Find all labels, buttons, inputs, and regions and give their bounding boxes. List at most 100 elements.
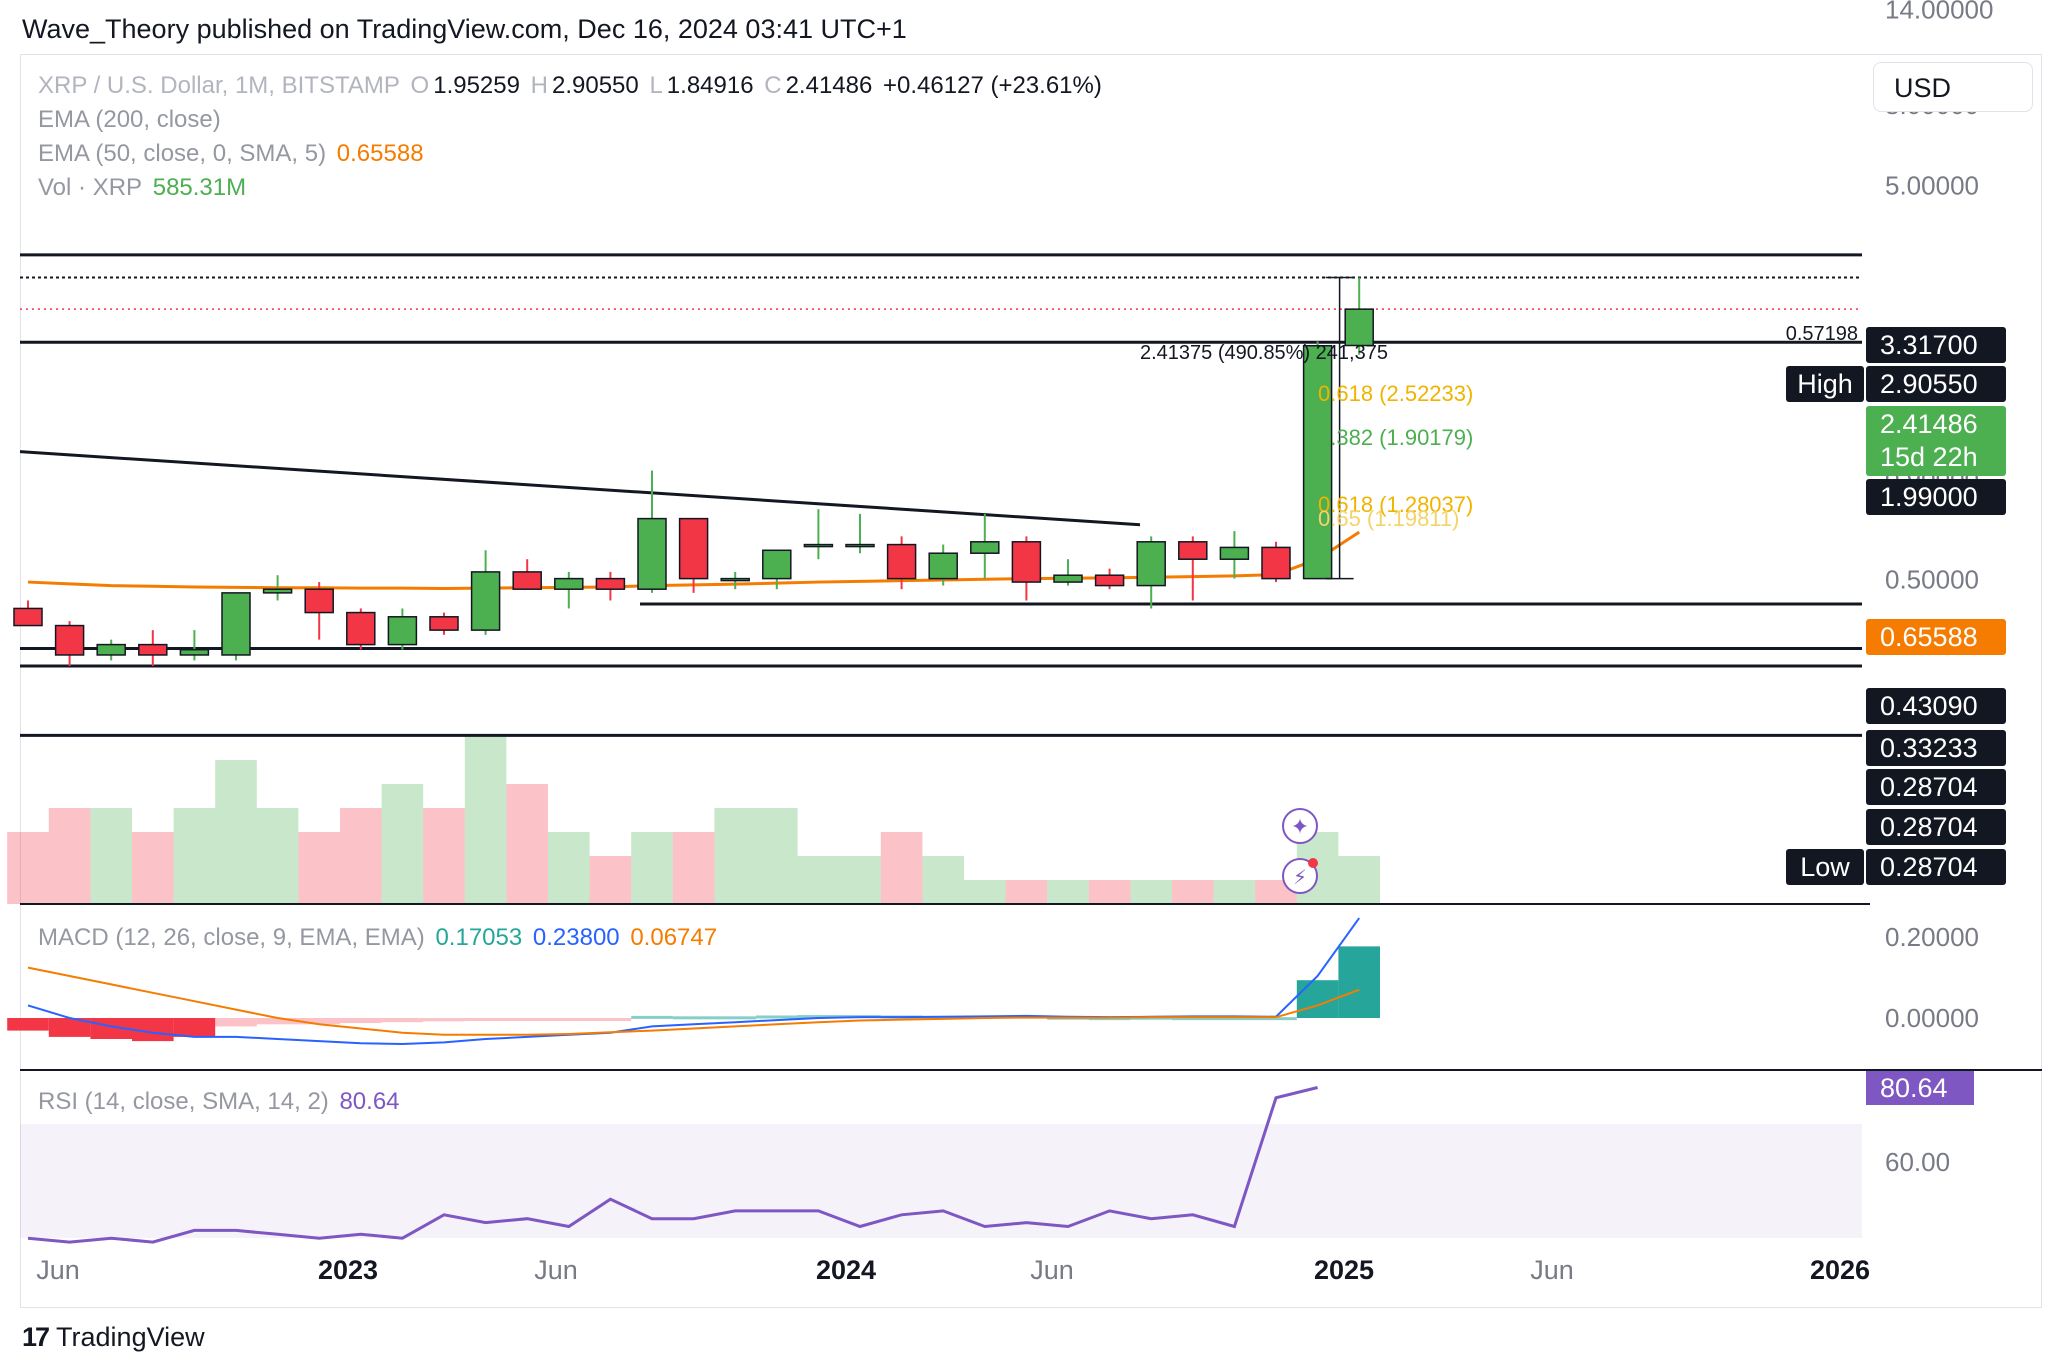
price-label[interactable]: 1.99000	[1866, 479, 2006, 515]
volume-bar	[132, 832, 174, 904]
candle-body	[803, 543, 834, 548]
volume-bar	[340, 808, 382, 904]
candle-body	[720, 577, 750, 582]
price-label[interactable]: 0.43090	[1866, 688, 2006, 724]
macd-histogram-bar	[90, 1018, 132, 1039]
volume-bar	[922, 856, 964, 904]
price-label-value: 2.41486	[1880, 409, 1978, 439]
rsi-legend-value: 80.64	[339, 1088, 400, 1115]
macd-label: MACD (12, 26, close, 9, EMA, EMA)	[38, 924, 425, 951]
volume-label: Vol · XRP	[38, 174, 143, 201]
time-axis-tick: 2025	[1314, 1255, 1374, 1285]
candle-body	[13, 607, 43, 627]
macd-signal-line	[27, 966, 1360, 1036]
volume-bar	[464, 736, 507, 904]
macd-histogram-bar	[506, 1018, 548, 1021]
time-axis-tick: Jun	[1030, 1255, 1074, 1285]
macd-histogram-bar	[215, 1018, 257, 1027]
volume-bar	[1130, 880, 1172, 904]
volume-bar	[298, 832, 340, 904]
price-axis-tick: 0.50000	[1885, 565, 1979, 595]
candle-body	[970, 541, 1000, 554]
price-label[interactable]: 0.28704	[1866, 769, 2006, 805]
price-label-tag: High	[1797, 369, 1853, 399]
tradingview-logo-text: TradingView	[56, 1322, 205, 1352]
price-label[interactable]: 0.33233	[1866, 730, 2006, 766]
price-label-box	[1866, 366, 2006, 402]
price-label-value: 0.43090	[1880, 691, 1978, 721]
candle-body	[845, 543, 875, 548]
fib-0382-label: 0.382 (1.90179)	[1318, 425, 1473, 450]
price-label-box	[1866, 619, 2006, 655]
tradingview-logo[interactable]: 17 TradingView	[22, 1322, 205, 1353]
publisher-caption: Wave_Theory published on TradingView.com…	[22, 14, 907, 44]
lightning-icon	[1282, 858, 1318, 894]
price-label-tag-box	[1786, 849, 1864, 885]
macd-histogram-bar	[1338, 946, 1380, 1018]
macd-histogram-bar	[381, 1018, 424, 1023]
price-label-box	[1866, 769, 2006, 805]
candle-body	[470, 571, 501, 631]
volume-bar	[256, 808, 299, 904]
macd-histogram-bar	[1213, 1017, 1256, 1021]
macd-histogram-bar	[1172, 1017, 1214, 1021]
volume-bar	[1172, 880, 1214, 904]
volume-bar	[631, 832, 673, 904]
candle-body	[512, 571, 542, 590]
candle-body	[304, 588, 334, 614]
chart-frame	[20, 54, 2042, 1308]
macd-axis-tick: 0.00000	[1885, 1003, 1979, 1033]
macd-histogram-bar	[672, 1016, 715, 1020]
macd-histogram-bar	[589, 1018, 632, 1021]
volume-bar	[423, 808, 465, 904]
ema50-legend[interactable]: EMA (50, close, 0, SMA, 5) 0.65588	[38, 140, 428, 168]
volume-legend[interactable]: Vol · XRP 585.31M	[38, 174, 250, 202]
candle-body	[1219, 546, 1250, 560]
rsi-legend[interactable]: RSI (14, close, SMA, 14, 2) 80.64	[38, 1088, 404, 1116]
fib-065-label: 0.65 (1.19811)	[1318, 506, 1459, 531]
symbol-label[interactable]: XRP / U.S. Dollar, 1M, BITSTAMP	[38, 72, 400, 99]
candle-body	[762, 549, 792, 580]
candle-body	[554, 577, 584, 590]
time-axis-tick: 2024	[816, 1255, 876, 1285]
rsi-value-box	[1866, 1071, 1974, 1105]
price-label-value: 0.28704	[1880, 852, 1978, 882]
macd-histogram-bar	[423, 1018, 465, 1022]
change-value: +0.46127 (+23.61%)	[883, 72, 1102, 99]
price-label-box	[1866, 327, 2006, 363]
price-label[interactable]: 0.65588	[1866, 619, 2006, 655]
tradingview-logo-icon: 17	[22, 1322, 50, 1352]
time-axis-tick: 2023	[318, 1255, 378, 1285]
ema50-label: EMA (50, close, 0, SMA, 5)	[38, 140, 327, 167]
candle-body	[262, 588, 293, 594]
macd-legend[interactable]: MACD (12, 26, close, 9, EMA, EMA) 0.1705…	[38, 924, 721, 952]
candle-body	[1302, 344, 1333, 580]
time-axis-tick: 2026	[1810, 1255, 1870, 1285]
candle-body	[387, 616, 418, 646]
sparkle-icon	[1282, 808, 1318, 844]
macd-histogram-bar	[756, 1015, 798, 1019]
volume-bar	[173, 808, 216, 904]
macd-histogram-bar	[1088, 1017, 1131, 1021]
ema200-legend[interactable]: EMA (200, close)	[38, 106, 225, 134]
candle-body	[1011, 541, 1042, 583]
price-label[interactable]: 0.28704 Low	[1786, 849, 2006, 885]
candle-body	[429, 616, 459, 631]
time-axis-tick: Jun	[36, 1255, 80, 1285]
ema200-label: EMA (200, close)	[38, 106, 221, 133]
volume-bar	[964, 880, 1006, 904]
currency-button[interactable]: USD	[1873, 62, 2033, 112]
macd-histogram-bar	[797, 1015, 840, 1019]
price-label-box	[1866, 809, 2006, 845]
candle-body	[96, 643, 126, 656]
macd-histogram-bar	[464, 1018, 507, 1021]
price-label[interactable]: 0.28704	[1866, 809, 2006, 845]
price-label[interactable]: 3.31700	[1866, 327, 2006, 363]
volume-value: 585.31M	[152, 174, 247, 201]
candle-body	[1136, 541, 1166, 587]
price-label[interactable]: 2.90550 High	[1786, 366, 2006, 402]
macd-hist-value: 0.17053	[435, 924, 523, 951]
volume-bar	[797, 856, 840, 904]
